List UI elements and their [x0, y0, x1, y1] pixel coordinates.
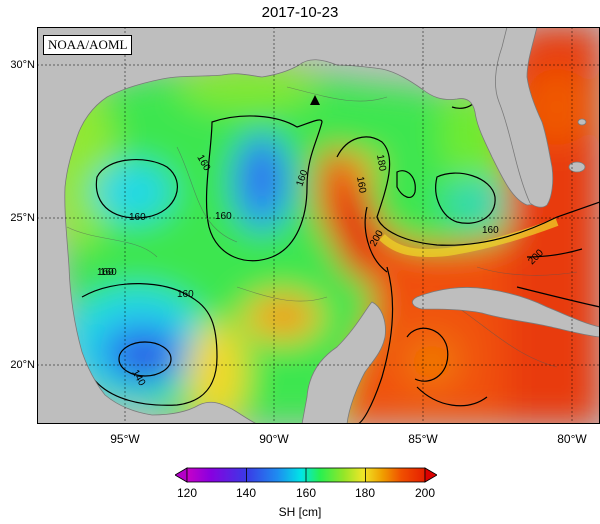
contour-lines — [81, 80, 600, 424]
colorbar-right-arrow — [424, 467, 437, 483]
source-label: NOAA/AOML — [43, 35, 133, 55]
contour-label: 160 — [97, 267, 114, 278]
lon-label-95w: 95°W — [110, 432, 140, 446]
colorbar-tick-160: 160 — [295, 486, 317, 500]
sea-height-map: 160 160 160 160 160 160 160 140 180 160 … — [37, 27, 600, 424]
colorbar-tick-180: 180 — [354, 486, 376, 500]
map-title: 2017-10-23 — [261, 4, 339, 21]
contour-label: 160 — [482, 225, 499, 236]
minor-contours — [66, 86, 578, 368]
contour-label: 180 — [374, 154, 388, 173]
colorbar-tick-120: 120 — [176, 486, 198, 500]
contour-label: 160 — [100, 267, 117, 278]
graticule — [37, 27, 600, 424]
lon-label-80w: 80°W — [557, 432, 587, 446]
station-marker-triangle — [310, 95, 320, 105]
lon-label-90w: 90°W — [259, 432, 289, 446]
contour-labels: 160 160 160 160 160 160 160 140 180 160 … — [97, 153, 546, 388]
colorbar-label: SH [cm] — [278, 505, 322, 519]
lat-label-20n: 20°N — [10, 359, 35, 371]
land-masses — [37, 27, 600, 424]
contour-label: 160 — [177, 289, 194, 300]
colorbar-tick-140: 140 — [235, 486, 257, 500]
colorbar-tick-200: 200 — [414, 486, 436, 500]
lat-label-25n: 25°N — [10, 212, 35, 224]
colorbar-left-arrow — [175, 467, 188, 483]
lat-label-30n: 30°N — [10, 59, 35, 71]
contour-label: 160 — [215, 211, 232, 222]
contour-label: 160 — [354, 176, 368, 195]
colorbar — [175, 467, 437, 483]
lon-label-85w: 85°W — [408, 432, 438, 446]
contour-label: 160 — [129, 212, 146, 223]
